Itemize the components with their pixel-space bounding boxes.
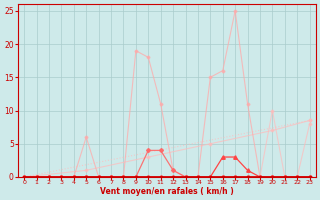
X-axis label: Vent moyen/en rafales ( km/h ): Vent moyen/en rafales ( km/h ) [100,187,234,196]
